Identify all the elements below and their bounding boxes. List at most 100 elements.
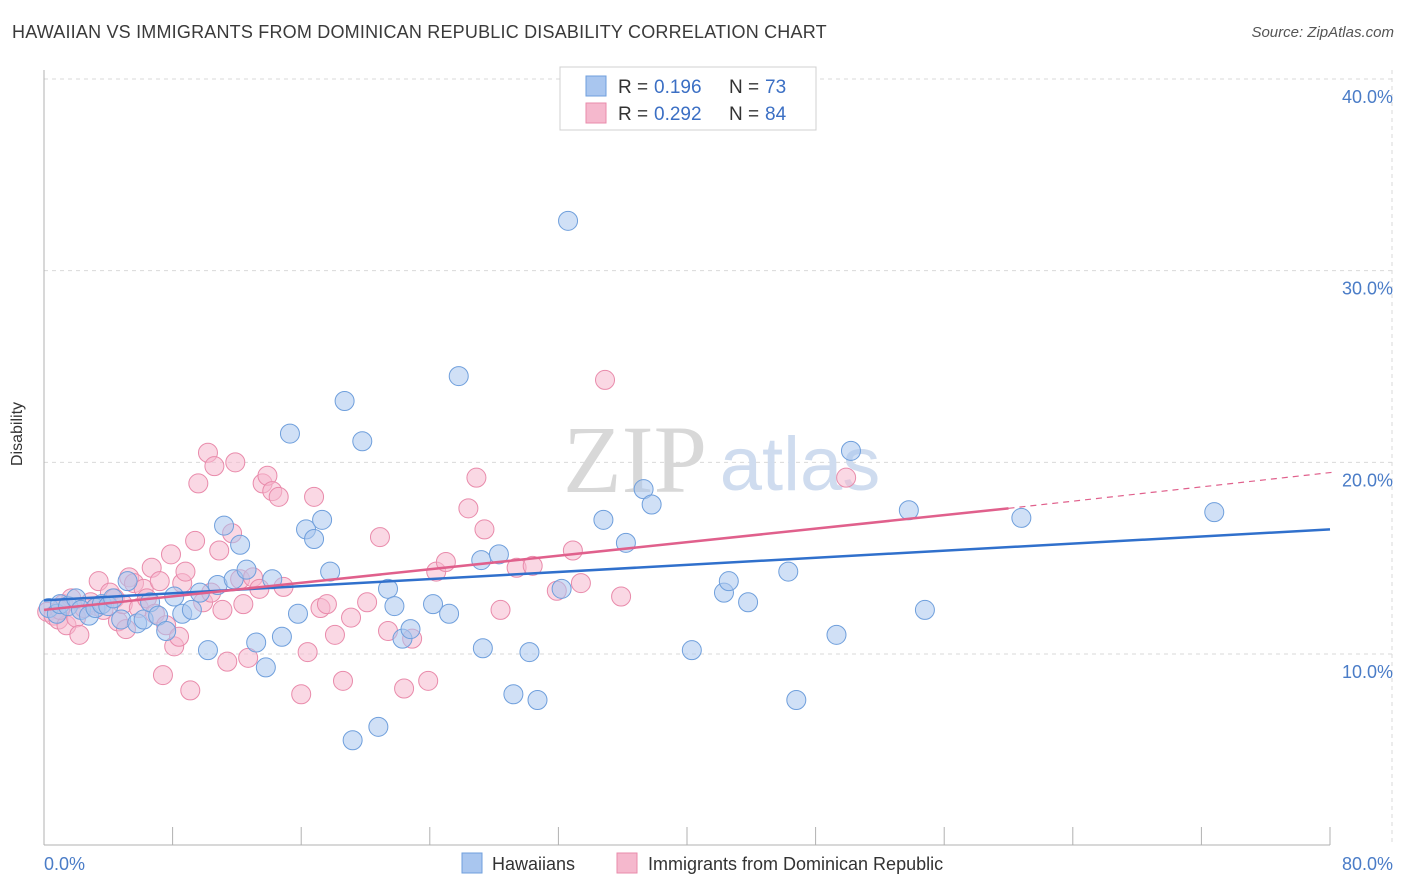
hawaiians-point: [230, 534, 251, 555]
hawaiians-point: [334, 391, 355, 411]
hawaiians-point: [271, 626, 292, 647]
legend-r-value-2: 0.292: [654, 104, 702, 125]
dominican-point: [458, 498, 479, 519]
dominican-point: [175, 561, 196, 582]
hawaiians-point: [527, 690, 548, 710]
watermark: ZIP atlas: [563, 406, 880, 513]
dominican-trend-extension: [1008, 471, 1337, 509]
dominican-point: [394, 678, 415, 699]
correlation-legend: R = 0.196 N = 73 R = 0.292 N = 84: [559, 66, 817, 131]
hawaiians-point: [255, 657, 276, 678]
hawaiians-point: [503, 684, 524, 705]
hawaiians-point: [352, 431, 373, 452]
x-tick-label-max: 80.0%: [1342, 854, 1393, 874]
bottom-legend-swatch-hawaiians: [461, 852, 483, 874]
hawaiians-point: [156, 621, 177, 641]
dominican-point: [562, 540, 583, 561]
hawaiians-point: [448, 366, 469, 387]
hawaiians-point: [558, 210, 579, 231]
grid-lines: [44, 70, 1393, 845]
legend-n-label-2: N =: [729, 104, 759, 125]
dominican-point: [836, 467, 857, 488]
legend-n-value-2: 84: [765, 104, 787, 125]
hawaiians-point: [778, 561, 799, 582]
hawaiians-point: [914, 599, 935, 620]
dominican-point: [212, 599, 233, 620]
dominican-point: [341, 607, 362, 628]
series-legend: Hawaiians Immigrants from Dominican Repu…: [461, 852, 943, 874]
dominican-point: [522, 555, 543, 576]
hawaiians-point: [423, 594, 444, 615]
x-tick-label-min: 0.0%: [44, 854, 85, 874]
dominican-point: [474, 519, 495, 540]
dominican-point: [357, 592, 378, 613]
dominican-point: [180, 680, 201, 701]
hawaiians-point: [320, 561, 341, 582]
dominican-point: [304, 486, 325, 507]
hawaiians-point: [342, 730, 363, 751]
hawaiians-point: [368, 716, 389, 737]
hawaiians-point: [738, 592, 759, 613]
dominican-point: [418, 670, 439, 691]
hawaiians-point: [378, 578, 399, 599]
watermark-zip: ZIP: [563, 406, 707, 513]
hawaiians-point: [826, 624, 847, 645]
dominican-point: [570, 573, 591, 594]
hawaiians-point: [681, 640, 702, 661]
legend-n-value-1: 73: [765, 77, 786, 98]
watermark-atlas: atlas: [720, 422, 881, 507]
bottom-legend-hawaiians: Hawaiians: [492, 854, 575, 874]
dominican-point: [297, 642, 318, 663]
hawaiians-point: [439, 603, 460, 624]
hawaiians-point: [181, 599, 202, 620]
hawaiians-point: [1011, 507, 1032, 528]
legend-r-value-1: 0.196: [654, 77, 702, 98]
dominican-point: [185, 530, 206, 551]
hawaiians-point: [287, 603, 308, 624]
y-tick-label: 40.0%: [1342, 87, 1393, 107]
tick-labels: 10.0% 20.0% 30.0% 40.0% 0.0% 80.0%: [44, 87, 1393, 874]
hawaiians-point: [641, 494, 662, 515]
legend-n-label-1: N =: [729, 77, 759, 98]
hawaiians-point: [279, 423, 300, 444]
hawaiians-point: [312, 509, 333, 530]
dominican-point: [466, 467, 487, 488]
dominican-point: [69, 624, 90, 645]
y-tick-label: 30.0%: [1342, 279, 1393, 299]
bottom-legend-swatch-dominican: [616, 852, 638, 874]
dominican-point: [209, 540, 230, 561]
dominican-point: [490, 599, 511, 620]
chart-title: HAWAIIAN VS IMMIGRANTS FROM DOMINICAN RE…: [12, 22, 827, 42]
hawaiians-point: [384, 596, 405, 617]
dominican-point: [324, 624, 345, 645]
dominican-point: [233, 594, 254, 615]
hawaiians-point: [304, 529, 325, 549]
dominican-point: [217, 651, 238, 672]
dominican-point: [225, 452, 246, 473]
legend-r-label-2: R =: [618, 104, 648, 125]
dominican-trend-line: [43, 507, 1009, 612]
hawaiians-point: [718, 571, 739, 592]
dominican-point: [291, 684, 312, 705]
hawaiians-point: [593, 509, 614, 530]
hawaiians-point: [400, 619, 421, 640]
dominican-point: [149, 571, 170, 592]
y-tick-label: 20.0%: [1342, 470, 1393, 490]
legend-r-label-1: R =: [618, 77, 648, 98]
hawaiians-point: [1204, 502, 1225, 523]
legend-swatch-pink: [585, 102, 607, 124]
hawaiians-point: [117, 571, 138, 592]
hawaiians-point: [103, 588, 124, 609]
hawaiians-point: [840, 440, 861, 461]
hawaiians-point: [236, 559, 257, 580]
dominican-point: [152, 665, 173, 686]
dominican-point: [595, 369, 616, 390]
dominican-point: [332, 670, 353, 691]
hawaiians-point: [551, 578, 572, 599]
dominican-point: [316, 594, 337, 615]
hawaiians-point: [786, 690, 807, 710]
axes: [43, 70, 1331, 846]
trend-lines: [43, 471, 1337, 612]
hawaiians-point: [471, 550, 492, 571]
